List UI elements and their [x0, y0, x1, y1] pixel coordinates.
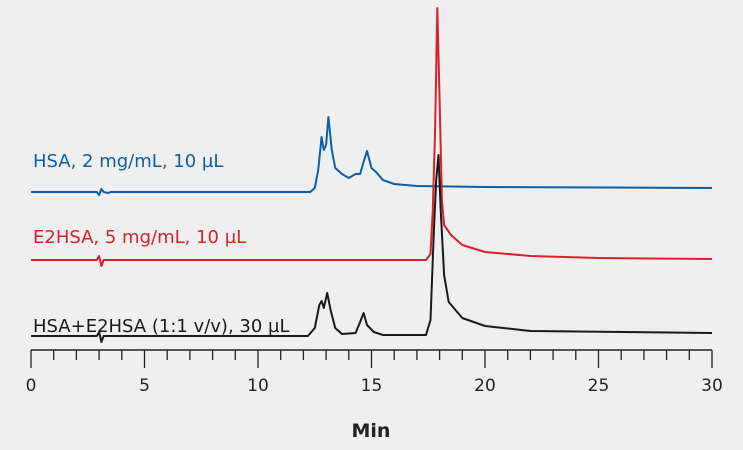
- traces: [31, 7, 713, 343]
- x-tick-label: 5: [139, 376, 150, 396]
- x-tick-label: 20: [474, 376, 496, 396]
- series-label-mixture: HSA+E2HSA (1:1 v/v), 30 µL: [33, 316, 290, 337]
- trace-hsa: [31, 116, 713, 196]
- trace-mixture: [31, 154, 713, 343]
- series-label-e2hsa: E2HSA, 5 mg/mL, 10 µL: [33, 227, 246, 248]
- x-tick-label: 15: [361, 376, 383, 396]
- x-tick-label: 10: [247, 376, 269, 396]
- x-tick-label: 0: [26, 376, 37, 396]
- x-axis-label: Min: [352, 420, 391, 442]
- x-tick-label: 25: [588, 376, 610, 396]
- series-label-hsa: HSA, 2 mg/mL, 10 µL: [33, 151, 223, 172]
- x-tick-label: 30: [701, 376, 723, 396]
- x-axis-ticks: 0 5 10 15 20 25 30: [26, 350, 723, 396]
- trace-e2hsa: [31, 7, 713, 267]
